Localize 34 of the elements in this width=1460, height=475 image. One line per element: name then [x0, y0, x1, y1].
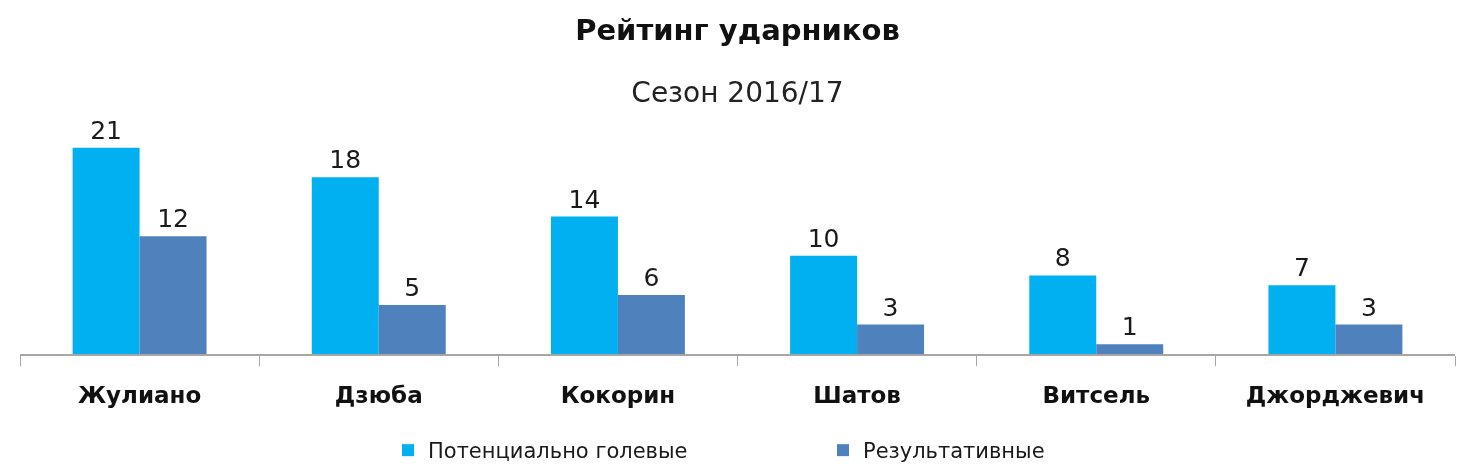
x-tick-label: Джорджевич [1245, 382, 1426, 409]
x-tick-label: Дзюба [334, 382, 423, 409]
bar [1029, 275, 1097, 354]
bar [1096, 344, 1164, 354]
data-label: 7 [1293, 253, 1310, 283]
bar [72, 147, 140, 354]
data-label: 3 [1360, 292, 1377, 322]
data-label: 5 [404, 272, 421, 302]
chart-title: Рейтинг ударников [575, 13, 900, 48]
data-label: 3 [882, 292, 899, 322]
data-label: 21 [90, 115, 123, 145]
x-tick-label: Кокорин [560, 382, 676, 409]
bar [311, 177, 379, 354]
data-label: 14 [568, 184, 601, 214]
x-tick-label: Шатов [813, 382, 901, 409]
legend-label: Результативные [863, 439, 1045, 464]
data-label: 12 [157, 204, 189, 234]
data-label: 18 [329, 145, 362, 175]
bar [1335, 324, 1403, 354]
legend-label: Потенциально голевые [428, 439, 688, 464]
bar [790, 255, 858, 354]
chart-subtitle: Сезон 2016/17 [631, 75, 844, 109]
bar [857, 324, 925, 354]
bar [378, 304, 446, 354]
data-label: 8 [1054, 243, 1071, 273]
bar [139, 236, 207, 354]
data-label: 6 [643, 263, 660, 293]
data-label: 10 [807, 223, 840, 253]
x-tick-label: Жулиано [77, 382, 202, 409]
data-label: 1 [1121, 312, 1138, 342]
bar [550, 216, 618, 354]
x-tick-label: Витсель [1042, 382, 1151, 409]
bar [1268, 285, 1336, 354]
bar [617, 295, 685, 354]
